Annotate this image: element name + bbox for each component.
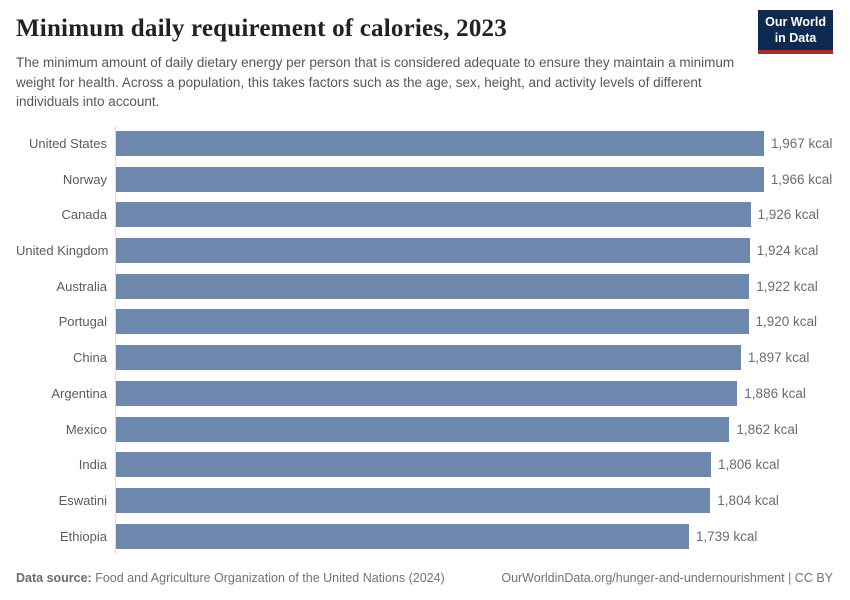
country-label: Canada <box>61 207 107 223</box>
bar-value-label: 1,862 kcal <box>736 421 798 437</box>
chart-title: Minimum daily requirement of calories, 2… <box>16 15 507 42</box>
bar-row: Eswatini 1,804 kcal <box>16 482 833 519</box>
bar <box>116 202 751 228</box>
owid-logo-line1: Our World <box>765 15 826 29</box>
country-label: Portugal <box>58 314 107 330</box>
chart-footer: Data source: Food and Agriculture Organi… <box>16 571 833 585</box>
bar <box>116 131 764 157</box>
bar-row: Norway 1,966 kcal <box>16 161 833 198</box>
bar-plot-area: 1,967 kcal <box>115 125 833 162</box>
bar-plot-area: 1,886 kcal <box>115 375 833 412</box>
bar-value-label: 1,897 kcal <box>747 350 810 366</box>
bar-plot-area: 1,926 kcal <box>115 197 833 233</box>
bar <box>116 309 749 335</box>
country-label: Norway <box>62 171 107 187</box>
country-label: Eswatini <box>58 492 107 508</box>
bar-row: China 1,897 kcal <box>16 339 833 376</box>
country-label: Ethiopia <box>60 528 107 544</box>
bar-plot-area: 1,806 kcal <box>115 446 833 483</box>
bar <box>116 523 689 549</box>
bar-plot-area: 1,897 kcal <box>115 339 833 376</box>
bar <box>116 380 738 406</box>
bar-plot-area: 1,922 kcal <box>115 268 833 305</box>
country-label: Argentina <box>51 385 107 401</box>
bar <box>116 452 711 478</box>
data-source-text: Food and Agriculture Organization of the… <box>91 571 445 585</box>
country-label: India <box>78 457 107 473</box>
data-source-label: Data source: <box>16 571 92 585</box>
bar-plot-area: 1,862 kcal <box>115 411 833 447</box>
bar <box>116 487 711 513</box>
bar-plot-area: 1,804 kcal <box>115 482 833 519</box>
bar-plot-area: 1,924 kcal <box>115 232 833 269</box>
bar-value-label: 1,920 kcal <box>755 314 818 330</box>
country-label: Mexico <box>65 421 107 437</box>
bar-value-label: 1,967 kcal <box>771 136 833 152</box>
bar <box>116 166 764 192</box>
bar-row: India 1,806 kcal <box>16 446 833 483</box>
chart-subtitle: The minimum amount of daily dietary ener… <box>16 55 735 110</box>
bar-value-label: 1,886 kcal <box>744 385 806 401</box>
country-label: Australia <box>56 278 107 294</box>
bar-value-label: 1,924 kcal <box>756 243 819 259</box>
bar-value-label: 1,926 kcal <box>757 207 820 223</box>
bar-value-label: 1,922 kcal <box>756 278 818 294</box>
bar-row: Portugal 1,920 kcal <box>16 304 833 340</box>
bar-row: Ethiopia 1,739 kcal <box>16 518 833 554</box>
bar-row: Australia 1,922 kcal <box>16 268 833 305</box>
owid-logo-line2: in Data <box>774 30 817 45</box>
bar-row: United Kingdom 1,924 kcal <box>16 232 833 269</box>
bar-row: Mexico 1,862 kcal <box>16 411 833 447</box>
country-label: United States <box>28 136 107 152</box>
bar-value-label: 1,966 kcal <box>770 171 833 187</box>
bar-row: Argentina 1,886 kcal <box>16 375 833 412</box>
owid-logo[interactable]: Our World in Data <box>758 10 833 55</box>
bar <box>116 273 750 299</box>
bar-row: Canada 1,926 kcal <box>16 197 833 233</box>
bar <box>116 416 730 442</box>
bar-value-label: 1,804 kcal <box>717 492 779 508</box>
country-label: China <box>73 350 107 366</box>
bar-plot-area: 1,920 kcal <box>115 304 833 340</box>
bar-plot-area: 1,739 kcal <box>115 518 833 554</box>
bar-value-label: 1,806 kcal <box>718 457 780 473</box>
bar-chart: United States 1,967 kcal Norway 1,966 kc… <box>16 125 833 554</box>
bar <box>116 238 750 264</box>
bar <box>116 345 741 371</box>
data-source-note: Data source: Food and Agriculture Organi… <box>16 571 445 585</box>
bar-plot-area: 1,966 kcal <box>115 161 833 198</box>
country-label: United Kingdom <box>16 243 109 259</box>
owid-url-link[interactable]: OurWorldinData.org/hunger-and-undernouri… <box>501 571 833 585</box>
chart-header: Minimum daily requirement of calories, 2… <box>16 10 833 112</box>
bar-row: United States 1,967 kcal <box>16 125 833 162</box>
bar-value-label: 1,739 kcal <box>695 528 758 544</box>
